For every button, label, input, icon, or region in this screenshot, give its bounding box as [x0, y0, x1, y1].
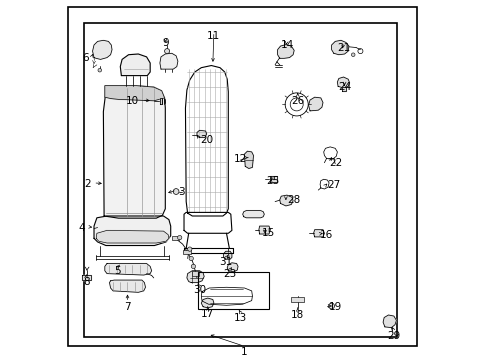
Text: 20: 20: [200, 135, 213, 145]
Polygon shape: [160, 53, 178, 69]
Bar: [198, 272, 268, 309]
Circle shape: [351, 53, 354, 57]
Circle shape: [164, 49, 169, 54]
Circle shape: [173, 189, 179, 194]
Text: 29: 29: [386, 330, 400, 341]
Polygon shape: [201, 298, 213, 308]
Text: 18: 18: [290, 310, 304, 320]
Text: 16: 16: [319, 230, 332, 240]
Bar: [291, 297, 304, 302]
Text: 1: 1: [241, 347, 247, 357]
Text: 31: 31: [219, 257, 232, 267]
Polygon shape: [337, 77, 349, 88]
Polygon shape: [313, 230, 324, 237]
Polygon shape: [223, 251, 231, 259]
Text: 7: 7: [124, 302, 131, 312]
Polygon shape: [269, 176, 276, 182]
Text: 2: 2: [83, 179, 90, 189]
Text: 27: 27: [326, 180, 340, 190]
Polygon shape: [92, 40, 112, 59]
Polygon shape: [82, 275, 91, 280]
Circle shape: [191, 264, 195, 269]
Bar: [171, 236, 179, 240]
Polygon shape: [341, 87, 346, 91]
Polygon shape: [279, 195, 292, 206]
Text: 26: 26: [290, 96, 304, 106]
Polygon shape: [227, 263, 238, 272]
Polygon shape: [104, 264, 151, 275]
Polygon shape: [120, 54, 150, 76]
Circle shape: [189, 256, 193, 261]
Text: 21: 21: [336, 42, 349, 53]
Text: 24: 24: [337, 82, 350, 92]
Text: 25: 25: [265, 176, 279, 186]
Polygon shape: [242, 211, 264, 218]
Polygon shape: [197, 130, 206, 138]
Polygon shape: [277, 45, 294, 58]
Text: 3: 3: [178, 186, 184, 197]
Circle shape: [177, 235, 182, 240]
Text: 9: 9: [162, 38, 168, 48]
Text: 5: 5: [114, 266, 121, 276]
Text: 15: 15: [261, 228, 274, 238]
Circle shape: [98, 68, 102, 72]
Polygon shape: [186, 271, 204, 283]
Bar: [192, 271, 199, 276]
Polygon shape: [331, 40, 348, 55]
Circle shape: [328, 303, 334, 309]
Text: 23: 23: [223, 269, 236, 279]
Polygon shape: [258, 226, 270, 234]
Text: 14: 14: [280, 40, 293, 50]
Text: 12: 12: [234, 154, 247, 164]
Polygon shape: [308, 97, 322, 111]
Polygon shape: [160, 98, 162, 104]
Text: 30: 30: [193, 285, 205, 295]
Polygon shape: [244, 151, 253, 168]
Text: 10: 10: [126, 96, 139, 106]
Text: 8: 8: [82, 276, 89, 287]
Text: 28: 28: [286, 195, 300, 205]
Text: 19: 19: [328, 302, 342, 312]
Bar: [183, 250, 190, 254]
Text: 22: 22: [328, 158, 342, 168]
Circle shape: [187, 247, 192, 251]
Text: 6: 6: [82, 53, 89, 63]
Polygon shape: [94, 216, 170, 246]
Polygon shape: [109, 280, 145, 292]
Bar: [84, 23, 397, 337]
Text: 17: 17: [201, 309, 214, 319]
Text: 13: 13: [234, 312, 247, 323]
Text: 11: 11: [207, 31, 220, 41]
Polygon shape: [104, 86, 164, 101]
Polygon shape: [382, 315, 396, 328]
Text: 4: 4: [79, 222, 85, 233]
Polygon shape: [96, 230, 168, 243]
Polygon shape: [103, 86, 165, 218]
